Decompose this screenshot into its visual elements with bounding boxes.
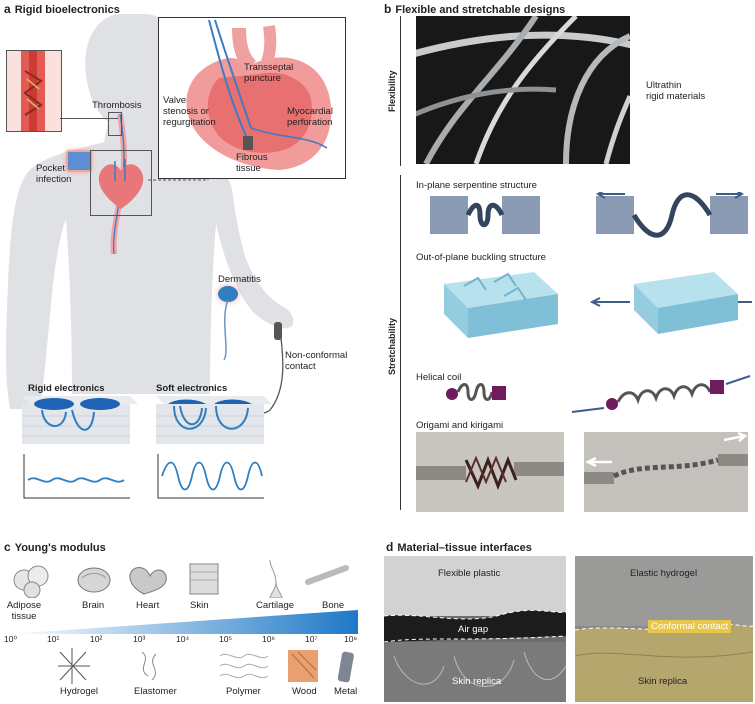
rigid-signal-plot [23,454,130,499]
label-valve-3: regurgitation [163,117,216,128]
panel-b-title: b Flexible and stretchable designs [384,2,565,16]
label-transseptal: Transseptal puncture [244,62,293,84]
tick-5: 10⁵ [219,634,232,644]
label-skin-replica-right: Skin replica [638,676,688,687]
tick-1: 10¹ [47,634,60,644]
label-conformal-contact: Conformal contact [648,620,732,633]
label-serpentine: In-plane serpentine structure [416,180,537,191]
tick-3: 10³ [133,634,146,644]
ultrathin-photo [416,16,630,164]
label-skin-replica-left: Skin replica [452,676,502,687]
heart-inset [158,17,346,179]
label-pocket-infection: Pocket infection [36,163,71,185]
label-wood: Wood [292,686,317,697]
panel-d-title-text: Material–tissue interfaces [397,542,532,554]
label-helical: Helical coil [416,372,462,383]
label-origami: Origami and kirigami [416,420,504,431]
label-cartilage: Cartilage [256,600,295,611]
thrombosis-inset [6,50,62,132]
panel-c-title: c Young's modulus [4,540,106,554]
tick-7: 10⁷ [305,634,318,644]
label-adipose-1: Adipose [6,600,42,611]
soft-electronics-block [156,396,272,444]
label-buckling: Out-of-plane buckling structure [416,252,546,263]
label-thrombosis: Thrombosis [92,100,142,111]
wrist-device [218,286,238,302]
label-flexibility: Flexibility [387,70,397,112]
label-infection: infection [36,174,72,185]
panel-a-title-text: Rigid bioelectronics [14,4,120,16]
heart-marker-box [90,150,152,216]
kirigami-photo [584,432,748,512]
panel-c-title-text: Young's modulus [14,542,106,554]
label-nonconformal-1: Non-conformal [285,350,348,361]
label-myocardial-2: perforation [287,117,333,128]
panel-a-title: a Rigid bioelectronics [4,2,120,16]
label-heart: Heart [136,600,160,611]
thrombosis-marker [108,112,122,136]
label-metal: Metal [334,686,358,697]
label-air-gap: Air gap [458,624,489,635]
panel-b-title-text: Flexible and stretchable designs [395,4,566,16]
buckling-illustration [444,272,752,338]
label-brain: Brain [82,600,105,611]
label-myocardial: Myocardial perforation [287,106,333,128]
label-ultrathin-1: Ultrathin [646,80,682,91]
label-polymer: Polymer [226,686,261,697]
label-hydrogel: Hydrogel [60,686,99,697]
label-elastomer: Elastomer [134,686,177,697]
panel-a-letter: a [4,2,11,16]
label-elastic-hydrogel: Elastic hydrogel [630,568,698,579]
tick-8: 10⁸ [344,634,358,644]
label-bone: Bone [322,600,345,611]
origami-photo [416,432,564,512]
flexible-plastic-sem [384,556,566,702]
label-adipose-2: tissue [11,611,37,622]
label-transseptal-1: Transseptal [244,62,294,73]
tick-6: 10⁶ [262,634,275,644]
label-myocardial-1: Myocardial [287,106,333,117]
label-stretchability: Stretchability [387,317,397,375]
label-adipose: Adipose tissue [4,600,44,622]
label-rigid-electronics: Rigid electronics [28,383,105,394]
flexibility-bracket [400,16,401,166]
panel-b-letter: b [384,2,392,16]
tick-4: 10⁴ [176,634,190,644]
tick-2: 10² [90,634,103,644]
label-nonconformal-2: contact [285,361,316,372]
label-valve: Valve stenosis or regurgitation [163,95,216,128]
label-dermatitis: Dermatitis [218,274,261,285]
pacemaker-device [66,150,92,172]
soft-signal-plot [157,454,264,499]
label-transseptal-2: puncture [244,73,281,84]
leader-thrombosis [60,118,118,119]
label-fibrous: Fibrous tissue [236,152,268,174]
label-valve-1: Valve [163,95,187,106]
panel-d-letter: d [386,540,394,554]
label-valve-2: stenosis or [163,106,209,117]
label-skin: Skin [190,600,209,611]
label-fibrous-1: Fibrous [236,152,268,163]
modulus-gradient-bar [8,610,358,634]
rigid-electronics-block [22,396,138,444]
panel-d-title: d Material–tissue interfaces [386,540,532,554]
label-ultrathin: Ultrathin rigid materials [646,80,705,102]
label-flexible-plastic: Flexible plastic [438,568,501,579]
tick-0: 10⁰ [4,634,17,644]
label-ultrathin-2: rigid materials [646,91,706,102]
panel-c-letter: c [4,540,11,554]
label-soft-electronics: Soft electronics [156,383,228,394]
serpentine-illustration [430,192,748,238]
material-icons [58,648,354,684]
stretchability-bracket [400,175,401,510]
label-fibrous-2: tissue [236,163,261,174]
label-nonconformal: Non-conformal contact [285,350,347,372]
label-pocket: Pocket [36,163,66,174]
tissue-icons [13,559,349,598]
helical-illustration [446,375,751,413]
